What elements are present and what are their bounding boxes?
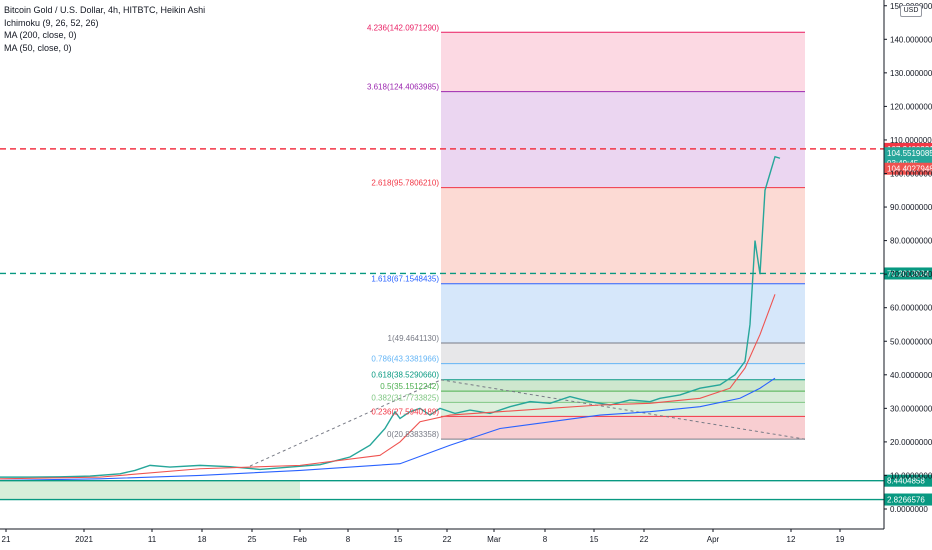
- currency-button[interactable]: USD: [900, 5, 922, 17]
- y-tick-label: 0.0000000: [890, 505, 928, 514]
- legend-ichimoku[interactable]: Ichimoku (9, 26, 52, 26): [4, 17, 99, 28]
- price-tag-label: 2.8266576: [887, 496, 925, 505]
- fib-labels: 0(20.8383358) 0.236(27.5940189) 0.382(31.7…: [367, 23, 439, 439]
- y-tick-label: 90.0000000: [890, 203, 932, 212]
- x-tick-label: 2021: [75, 535, 93, 544]
- horizontal-lines: 107.340022170.20129248.44048582.82665761…: [0, 142, 932, 506]
- current-price-tag: [884, 162, 932, 175]
- fib-level-label: 2.618(95.7806210): [371, 179, 439, 188]
- x-tick-label: 22: [640, 535, 649, 544]
- x-tick-label: 21: [2, 535, 11, 544]
- fib-level-label: 0.382(31.7733825): [371, 393, 439, 402]
- fib-level-label: 1(49.4641130): [388, 334, 440, 343]
- x-tick-label: 22: [443, 535, 452, 544]
- current-price-label: 104.5519085: [887, 149, 932, 158]
- x-tick-label: 15: [590, 535, 599, 544]
- y-tick-label: 80.0000000: [890, 237, 932, 246]
- y-tick-label: 110.0000000: [890, 136, 932, 145]
- x-tick-label: 18: [198, 535, 207, 544]
- price-tag: [884, 267, 932, 280]
- price-tag: [884, 493, 932, 506]
- series-line: [0, 377, 776, 482]
- y-tick-label: 100.0000000: [890, 170, 932, 179]
- chart-boxes: [0, 379, 806, 500]
- range-box: [0, 480, 300, 500]
- x-tick-label: 12: [787, 535, 796, 544]
- fib-zone: [441, 32, 805, 92]
- fib-zone: [441, 187, 805, 284]
- legend-title: Bitcoin Gold / U.S. Dollar, 4h, HITBTC, …: [4, 5, 206, 15]
- fib-zone: [441, 416, 805, 440]
- fib-zone: [441, 402, 805, 417]
- legend-ma200[interactable]: MA (200, close, 0): [4, 30, 77, 40]
- x-tick-label: 15: [394, 535, 403, 544]
- price-tag-label: 8.4404858: [887, 477, 925, 486]
- y-tick-label: 40.0000000: [890, 371, 932, 380]
- trend-line: [249, 379, 442, 467]
- x-tick-label: 11: [148, 535, 157, 544]
- y-tick-label: 120.0000000: [890, 102, 932, 111]
- y-tick-label: 60.0000000: [890, 304, 932, 313]
- y-tick-label: 10.0000000: [890, 471, 932, 480]
- fib-zone: [441, 363, 805, 380]
- x-tick-label: Mar: [487, 535, 501, 544]
- fib-level-label: 3.618(124.4063985): [367, 83, 439, 92]
- x-tick-label: Feb: [293, 535, 307, 544]
- fib-zone: [441, 391, 805, 403]
- price-tag: [884, 474, 932, 487]
- price-tag-label: 70.2012924: [887, 269, 930, 278]
- y-tick-label: 70.0000000: [890, 270, 932, 279]
- y-tick-label: 130.0000000: [890, 69, 932, 78]
- y-tick-label: 50.0000000: [890, 337, 932, 346]
- fib-zone: [441, 343, 805, 364]
- x-tick-label: 8: [346, 535, 351, 544]
- y-tick-label: 30.0000000: [890, 404, 932, 413]
- y-tick-label: 20.0000000: [890, 438, 932, 447]
- fib-zones: [441, 31, 805, 440]
- fib-zone: [441, 283, 805, 344]
- fib-level-label: 0.5(35.1512242): [380, 382, 439, 391]
- current-price-label: 104.4027948: [887, 165, 932, 174]
- fib-level-label: 0.236(27.5940189): [371, 407, 439, 416]
- fib-zone: [441, 379, 805, 392]
- fib-level-label: 0(20.8383358): [387, 430, 439, 439]
- chart-legend: Bitcoin Gold / U.S. Dollar, 4h, HITBTC, …: [4, 4, 205, 54]
- x-tick-label: Apr: [707, 535, 720, 544]
- price-series: [0, 155, 781, 482]
- series-line: [0, 155, 781, 478]
- x-tick-label: 19: [836, 535, 845, 544]
- x-tick-label: 8: [543, 535, 548, 544]
- fib-zone: [441, 91, 805, 188]
- trend-line: [440, 379, 806, 440]
- legend-ma50[interactable]: MA (50, close, 0): [4, 42, 72, 53]
- fib-level-label: 0.618(38.5290660): [371, 371, 439, 380]
- y-tick-label: 140.0000000: [890, 35, 932, 44]
- series-line: [0, 294, 776, 480]
- fib-level-label: 4.236(142.0971290): [367, 23, 439, 32]
- fib-level-label: 1.618(67.1548435): [371, 275, 439, 284]
- x-tick-label: 25: [248, 535, 257, 544]
- fib-level-label: 0.786(43.3381966): [371, 355, 439, 364]
